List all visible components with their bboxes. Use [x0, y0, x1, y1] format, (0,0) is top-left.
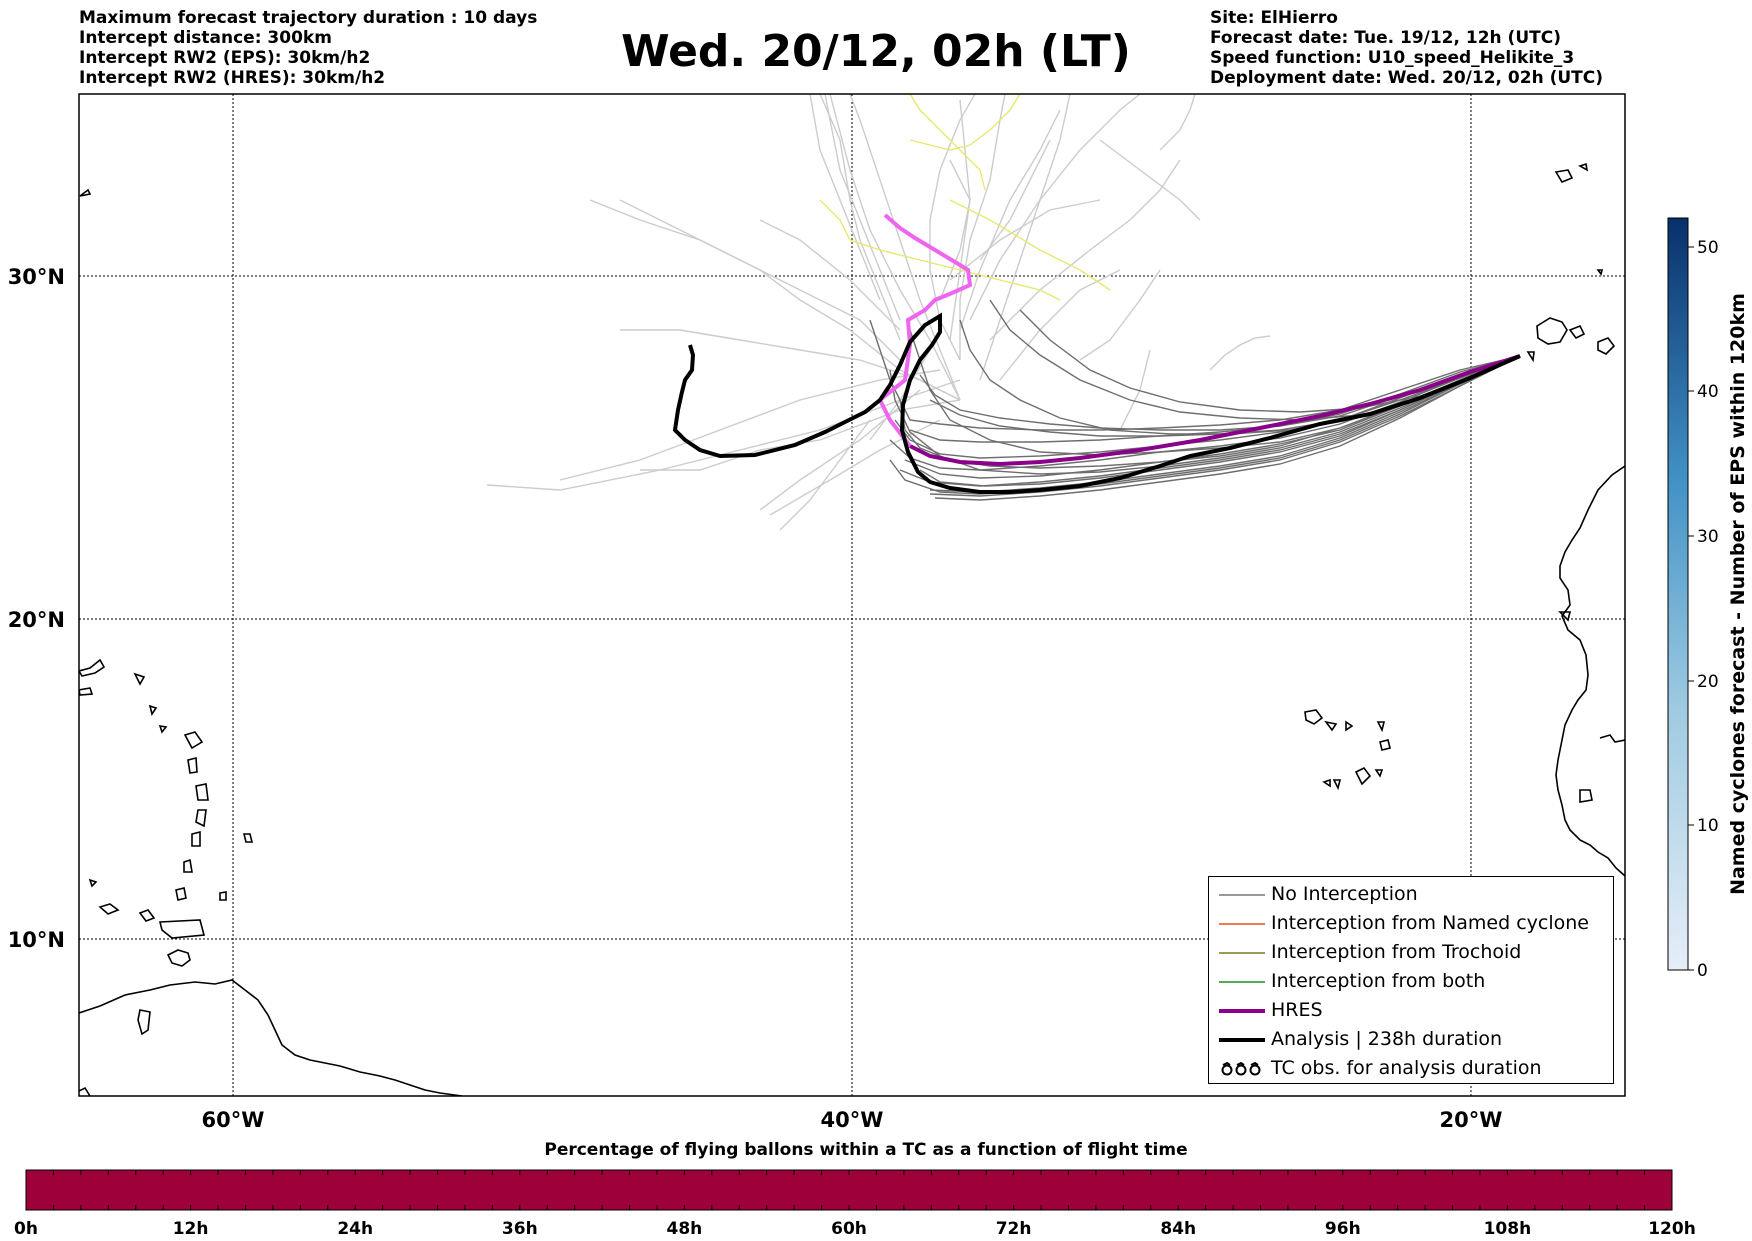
legend-swatch [1219, 923, 1265, 925]
intercept-distance-text: Intercept distance: 300km [79, 28, 332, 48]
legend-item-named-cyclone: Interception from Named cyclone [1209, 909, 1613, 938]
flight-time-tick-label: 24h [337, 1219, 373, 1239]
lat-label-10n: 10°N [8, 928, 65, 952]
legend-label: Analysis | 238h duration [1271, 1028, 1503, 1050]
legend-item-hres: HRES [1209, 996, 1613, 1025]
flight-time-colorbar [25, 1169, 1673, 1211]
run-settings: Maximum forecast trajectory duration : 1… [79, 8, 537, 88]
legend-label: Interception from both [1271, 970, 1486, 992]
flight-time-tick-label: 48h [667, 1219, 703, 1239]
legend-label: Interception from Named cyclone [1271, 912, 1589, 934]
legend-swatch [1219, 981, 1265, 983]
legend-swatch [1219, 952, 1265, 954]
intercept-eps-text: Intercept RW2 (EPS): 30km/h2 [79, 48, 371, 68]
eps-tick-30: 30 [1697, 527, 1719, 547]
flight-time-tick-label: 96h [1325, 1219, 1361, 1239]
legend-item-analysis: Analysis | 238h duration [1209, 1025, 1613, 1054]
map-border [78, 93, 1626, 1097]
legend-item-no-interception: No Interception [1209, 880, 1613, 909]
eps-tick-20: 20 [1697, 672, 1719, 692]
legend-item-both: Interception from both [1209, 967, 1613, 996]
analysis-track[interactable] [672, 312, 1521, 494]
legend-swatch [1219, 1009, 1265, 1013]
flight-time-colorbar-ticks [25, 1170, 1673, 1210]
flight-time-tick-label: 120h [1648, 1219, 1696, 1239]
site-text: Site: ElHierro [1210, 8, 1338, 28]
eps-colorbar-ticks [1688, 246, 1694, 971]
hres-track[interactable] [909, 354, 1521, 467]
site-info: Site: ElHierro Forecast date: Tue. 19/12… [1210, 8, 1603, 88]
flight-time-tick-label: 12h [173, 1219, 209, 1239]
legend-item-tc-obs: TC obs. for analysis duration [1209, 1054, 1613, 1083]
flight-time-tick-label: 36h [502, 1219, 538, 1239]
legend-swatch [1219, 894, 1265, 896]
lat-label-20n: 20°N [8, 608, 65, 632]
legend-label: HRES [1271, 999, 1323, 1021]
eps-tick-40: 40 [1697, 382, 1719, 402]
intercept-hres-text: Intercept RW2 (HRES): 30km/h2 [79, 68, 386, 88]
lat-label-30n: 30°N [8, 265, 65, 289]
eps-tick-10: 10 [1697, 816, 1719, 836]
legend-label: Interception from Trochoid [1271, 941, 1522, 963]
legend-label: TC obs. for analysis duration [1271, 1057, 1542, 1079]
graticule [79, 94, 1625, 1096]
flight-time-tick-label: 60h [831, 1219, 867, 1239]
flight-time-tick-label: 84h [1160, 1219, 1196, 1239]
legend-label: No Interception [1271, 883, 1418, 905]
flight-time-tick-label: 108h [1484, 1219, 1532, 1239]
eps-colorbar [1667, 217, 1689, 971]
eps-tick-0: 0 [1697, 961, 1708, 981]
max-duration-text: Maximum forecast trajectory duration : 1… [79, 8, 538, 28]
speed-function-text: Speed function: U10_speed_Helikite_3 [1210, 48, 1575, 68]
legend-swatch [1219, 1038, 1265, 1042]
legend: No Interception Interception from Named … [1208, 876, 1614, 1084]
lon-label-60w: 60°W [202, 1108, 265, 1132]
hres-track-early[interactable] [877, 213, 973, 448]
flight-time-colorbar-title: Percentage of flying ballons within a TC… [544, 1140, 1187, 1160]
forecast-date-text: Forecast date: Tue. 19/12, 12h (UTC) [1210, 28, 1561, 48]
lon-label-20w: 20°W [1440, 1108, 1503, 1132]
deployment-date-text: Deployment date: Wed. 20/12, 02h (UTC) [1210, 68, 1604, 88]
eps-tick-50: 50 [1697, 238, 1719, 258]
flight-time-tick-label: 0h [14, 1219, 38, 1239]
coastlines [79, 162, 1625, 1096]
flight-time-tick-labels: 0h 12h 24h 36h 48h 60h 72h 84h 96h 108h 120h [14, 1219, 1696, 1239]
lon-label-40w: 40°W [821, 1108, 884, 1132]
flight-time-tick-label: 72h [996, 1219, 1032, 1239]
tc-symbol-icon [1221, 1061, 1261, 1076]
eps-colorbar-label: Named cyclones forecast - Number of EPS … [1727, 293, 1749, 895]
ensemble-tracks-yellow [819, 94, 1111, 301]
legend-item-trochoid: Interception from Trochoid [1209, 938, 1613, 967]
page-title: Wed. 20/12, 02h (LT) [621, 26, 1131, 77]
